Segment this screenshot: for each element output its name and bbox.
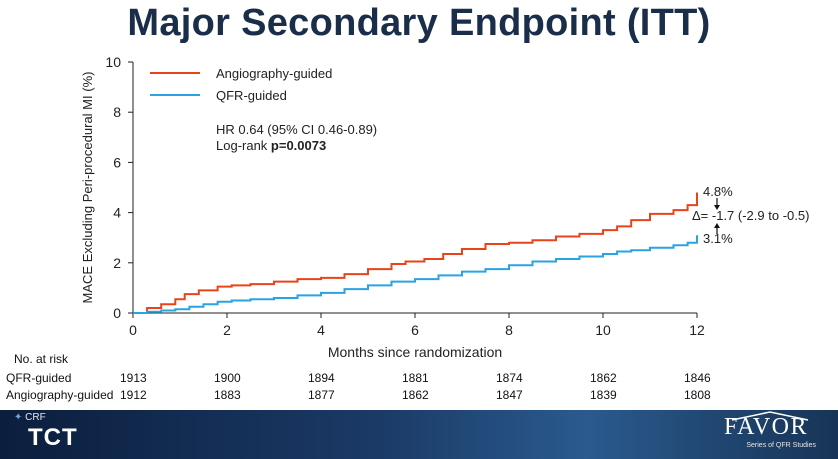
risk-table-title: No. at risk: [14, 352, 69, 366]
x-tick-label: 8: [505, 322, 513, 338]
y-tick-label: 4: [113, 205, 121, 221]
x-tick-label: 2: [223, 322, 231, 338]
crf-logo-text: CRF: [25, 412, 46, 423]
series-line-angiography: [133, 192, 698, 314]
risk-cell: 1894: [308, 371, 335, 385]
risk-cell: 1912: [120, 388, 147, 402]
x-tick-label: 6: [411, 322, 419, 338]
delta-label: Δ= -1.7 (-2.9 to -0.5): [692, 208, 809, 223]
chart-series: [133, 192, 698, 314]
series-line-qfr: [133, 235, 698, 314]
risk-cell: 1846: [684, 371, 711, 385]
risk-cell: 1808: [684, 388, 711, 402]
qfr-end-label: 3.1%: [703, 231, 733, 246]
down-arrowhead-icon: [714, 205, 720, 210]
risk-cell: 1862: [402, 388, 429, 402]
angiography-end-label: 4.8%: [703, 184, 733, 199]
x-axis-title: Months since randomization: [328, 344, 502, 360]
risk-cell: 1862: [590, 371, 617, 385]
risk-cell: 1881: [402, 371, 429, 385]
logrank-prefix: Log-rank: [216, 138, 271, 153]
x-tick-label: 4: [317, 322, 325, 338]
risk-cell: 1839: [590, 388, 617, 402]
crf-logo: ✦ CRF: [14, 412, 46, 423]
logrank-text: Log-rank p=0.0073: [216, 138, 326, 153]
y-axis-title: MACE Excluding Peri-procedural MI (%): [80, 72, 95, 304]
risk-cell: 1877: [308, 388, 335, 402]
hazard-ratio-text: HR 0.64 (95% CI 0.46-0.89): [216, 122, 377, 137]
favor-logo-subtitle: Series of QFR Studies: [746, 442, 816, 449]
risk-cell: 1913: [120, 371, 147, 385]
x-tick-label: 0: [129, 322, 137, 338]
logrank-p-value: p=0.0073: [271, 138, 326, 153]
risk-row-label: QFR-guided: [6, 371, 72, 385]
risk-cell: 1874: [496, 371, 523, 385]
risk-cell: 1883: [214, 388, 241, 402]
x-tick-label: 10: [595, 322, 611, 338]
tct-logo: TCT: [28, 424, 78, 451]
legend-label: Angiography-guided: [216, 66, 332, 81]
footer-bar: ✦ CRF TCT FAVOR Series of QFR Studies: [0, 410, 838, 459]
favor-chevron-icon: [731, 411, 809, 421]
chart-axes: 0 2 4 6 8 10 0 2 4 6 8 10 12 Months since randomizati…: [80, 54, 705, 360]
chart-annotations: HR 0.64 (95% CI 0.46-0.89)Log-rank p=0.0…: [216, 122, 809, 246]
y-tick-label: 8: [113, 104, 121, 120]
y-tick-label: 0: [113, 305, 121, 321]
x-tick-label: 12: [689, 322, 705, 338]
risk-row-label: Angiography-guided: [6, 388, 114, 402]
up-arrowhead-icon: [714, 223, 720, 228]
y-tick-label: 2: [113, 255, 121, 271]
km-chart: 0 2 4 6 8 10 0 2 4 6 8 10 12 Months since randomizati…: [80, 54, 809, 360]
y-tick-label: 10: [105, 54, 121, 70]
crf-mark-icon: ✦: [14, 412, 23, 423]
legend-label: QFR-guided: [216, 88, 287, 103]
risk-cell: 1847: [496, 388, 523, 402]
slide-title: Major Secondary Endpoint (ITT): [127, 2, 711, 44]
favor-logo: FAVOR: [724, 414, 808, 440]
risk-cell: 1900: [214, 371, 241, 385]
chart-legend: Angiography-guided QFR-guided: [150, 66, 332, 103]
y-tick-label: 6: [113, 154, 121, 170]
